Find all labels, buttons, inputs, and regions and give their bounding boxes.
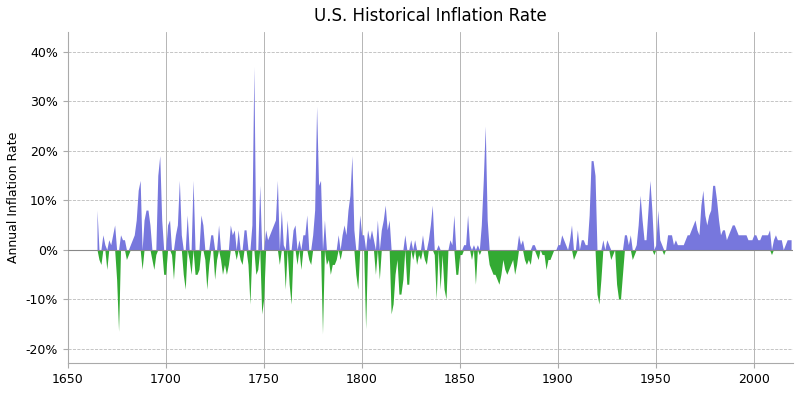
Title: U.S. Historical Inflation Rate: U.S. Historical Inflation Rate bbox=[314, 7, 546, 25]
Y-axis label: Annual Inflation Rate: Annual Inflation Rate bbox=[7, 132, 20, 263]
